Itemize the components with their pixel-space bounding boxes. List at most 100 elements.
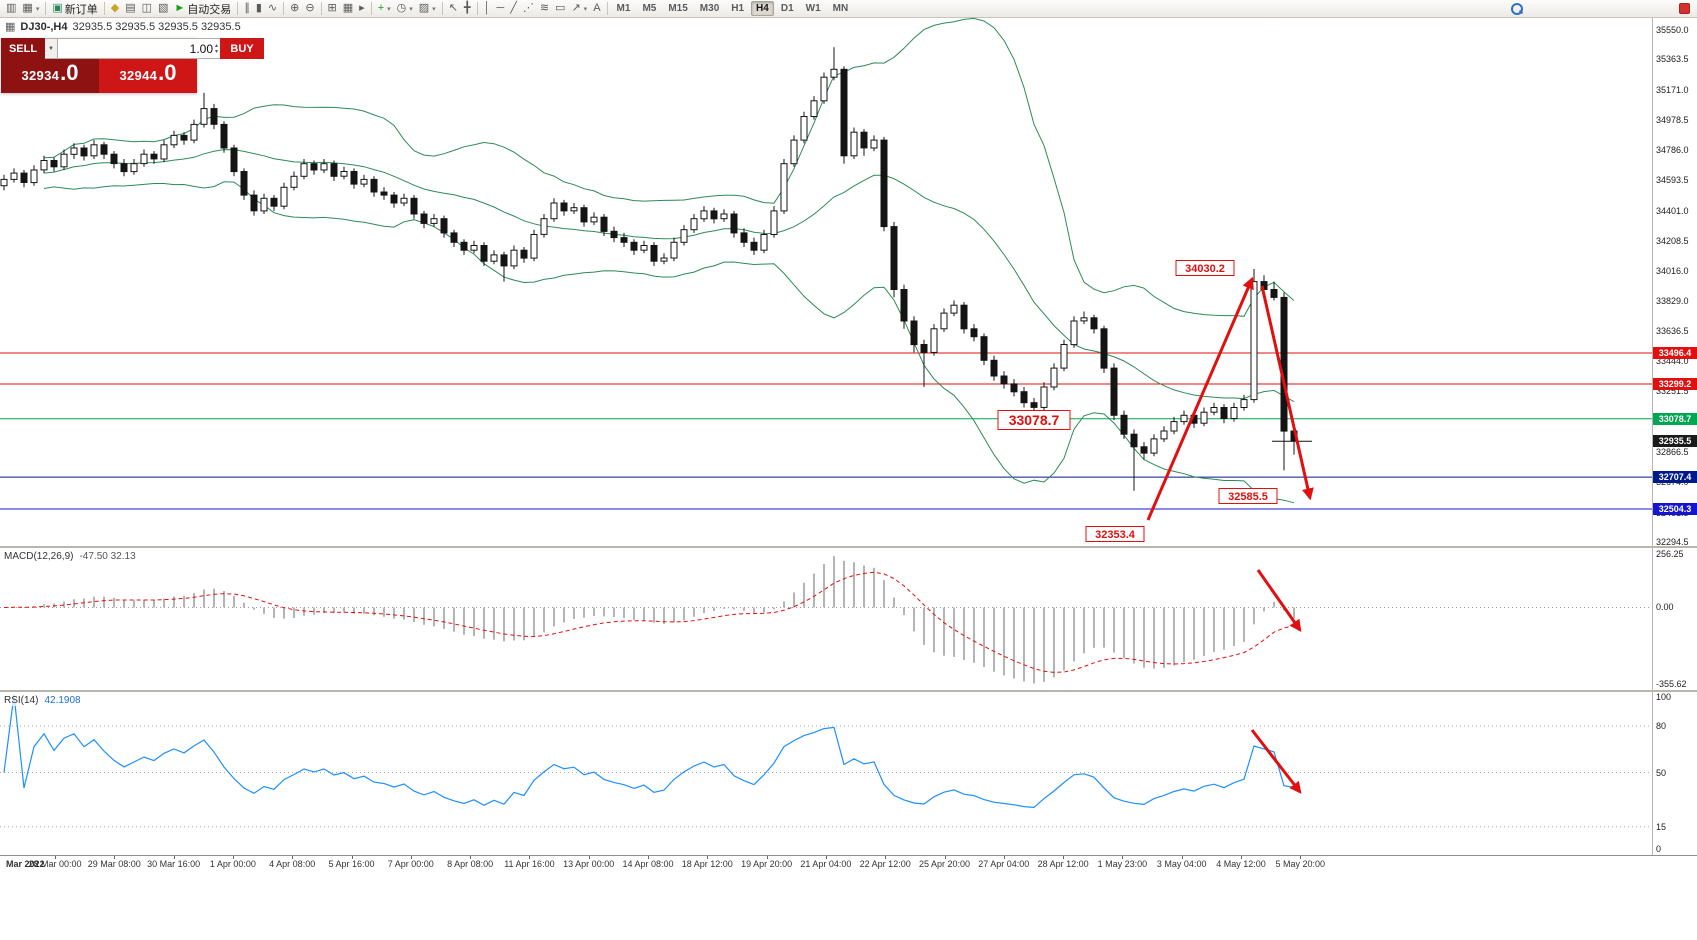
add-indicator-icon-caret[interactable]: ▾ (387, 5, 391, 13)
price-scale-divider (1652, 18, 1653, 855)
time-tick (1181, 856, 1183, 859)
price-tag-33496.4: 33496.4 (1653, 347, 1697, 359)
macd-name: MACD(12,26,9) (4, 551, 74, 562)
price-scale-label: 33636.5 (1656, 326, 1689, 336)
toolbar-separator (476, 2, 478, 15)
volume-input[interactable] (58, 41, 213, 56)
new-order-button[interactable]: ▣ 新订单 (49, 1, 100, 17)
arrows-tool-icon-caret[interactable]: ▾ (583, 5, 588, 13)
time-axis-label: 27 Apr 04:00 (978, 859, 1030, 869)
sell-price-main: 32934 (21, 68, 60, 83)
cursor-icon[interactable]: ↖ (446, 1, 461, 17)
templates-icon[interactable]: ▨ ▾ (416, 1, 439, 17)
line-chart-icon[interactable]: ∿ (265, 1, 280, 17)
timeframe-m15[interactable]: M15 (668, 3, 688, 14)
channel-icon[interactable]: ⋰ (520, 1, 537, 17)
terminal-icon[interactable]: ▧ (155, 1, 171, 17)
fibonacci-icon[interactable]: ≋ (537, 1, 552, 17)
trend-arrow[interactable] (1250, 729, 1302, 794)
market-watch-icon[interactable]: ▤ (122, 1, 138, 17)
mql-wizard-icon-glyph: ◆ (110, 2, 120, 14)
price-annotation[interactable]: 33078.7 (997, 410, 1071, 430)
chart-profiles-icon-caret[interactable]: ▾ (35, 5, 40, 13)
text-icon[interactable]: A (590, 1, 603, 17)
timeframe-m30[interactable]: M30 (699, 3, 720, 14)
sell-price-display[interactable]: 32934.0 (1, 59, 99, 93)
time-axis-label: 13 Apr 00:00 (563, 859, 615, 869)
panel-divider[interactable] (0, 690, 1697, 692)
periods-icon-caret[interactable]: ▾ (409, 5, 413, 13)
price-annotation[interactable]: 32353.4 (1085, 526, 1145, 542)
autotrade-button-label: 自动交易 (187, 3, 232, 16)
timeframe-m5[interactable]: M5 (642, 3, 657, 14)
rsi-scale[interactable]: 100 80 50 15 0 (1653, 692, 1697, 855)
periods-icon[interactable]: ◷ ▾ (394, 1, 416, 17)
arrows-tool-icon[interactable]: ↗ ▾ (568, 1, 590, 17)
sell-button[interactable]: SELL (1, 38, 45, 59)
vertical-line-icon[interactable]: │ (481, 1, 494, 17)
search-icon[interactable] (1511, 2, 1523, 15)
zoom-out-icon[interactable]: ⊖ (302, 1, 317, 17)
fibonacci-icon-glyph: ≋ (539, 2, 550, 14)
rsi-indicator-panel[interactable] (0, 692, 1652, 855)
time-axis-label: 28 Mar 00:00 (28, 859, 82, 869)
chart-shift-icon[interactable]: ▸ (356, 1, 368, 17)
ohlc-values: 32935.5 32935.5 32935.5 32935.5 (72, 21, 241, 33)
price-scale-label: 34786.0 (1656, 145, 1689, 155)
time-tick (529, 856, 531, 859)
time-axis-label: 1 May 23:00 (1097, 859, 1148, 869)
timeframe-m1[interactable]: M1 (616, 3, 631, 14)
timeframe-h1[interactable]: H1 (731, 3, 745, 14)
time-axis-label: 4 Apr 08:00 (269, 859, 316, 869)
tile-windows-icon[interactable]: ⊞ (325, 1, 340, 17)
trend-arrow[interactable] (1260, 285, 1314, 501)
horizontal-line-icon[interactable]: ─ (493, 1, 507, 17)
price-annotation[interactable]: 32585.5 (1218, 488, 1278, 504)
autotrade-button[interactable]: ► 自动交易 (171, 1, 234, 17)
time-axis-label: 8 Apr 08:00 (447, 859, 494, 869)
timeframe-d1[interactable]: D1 (780, 3, 794, 14)
one-click-options-caret[interactable]: ▼ (45, 38, 58, 59)
volume-up-icon[interactable]: ▴ (215, 42, 219, 49)
time-axis-label: 21 Apr 04:00 (800, 859, 852, 869)
timeframe-mn[interactable]: MN (832, 3, 849, 14)
time-axis-label: 5 May 20:00 (1275, 859, 1326, 869)
volume-stepper[interactable]: ▴ ▾ (213, 43, 220, 55)
buy-button[interactable]: BUY (220, 38, 265, 59)
mql-wizard-icon[interactable]: ◆ (108, 1, 122, 17)
notifications-icon[interactable] (1679, 3, 1690, 14)
price-scale-label: 33251.5 (1656, 386, 1689, 396)
price-scale-label: 32866.5 (1656, 447, 1689, 457)
trendline-icon[interactable]: ╱ (507, 1, 520, 17)
data-window-icon[interactable]: ◫ (139, 1, 155, 17)
volume-down-icon[interactable]: ▾ (215, 48, 219, 55)
macd-indicator-panel[interactable] (0, 548, 1652, 690)
macd-scale[interactable]: 256.25 0.00 -355.62 (1653, 548, 1697, 690)
time-axis[interactable]: Mar 2022 28 Mar 00:00 29 Mar 08:00 30 Mar 1… (0, 855, 1697, 873)
bollinger-upper-band (43, 18, 1295, 317)
volume-field: ▴ ▾ (58, 38, 221, 59)
auto-arrange-icon[interactable]: ▦ (340, 1, 356, 17)
buy-price-display[interactable]: 32944.0 (99, 59, 197, 93)
price-scale[interactable]: 35550.0 35363.5 35171.0 34978.5 34786.0 34593… (1653, 18, 1697, 547)
bar-chart-icon[interactable]: ∥ (241, 1, 253, 17)
price-chart[interactable]: 34030.2 33078.7 32585.5 32353.4 (0, 18, 1652, 546)
tile-windows-icon-glyph: ⊞ (327, 2, 337, 14)
shapes-icon[interactable]: ▭ (552, 1, 568, 17)
zoom-in-icon[interactable]: ⊕ (287, 1, 302, 17)
trend-arrow[interactable] (1146, 276, 1254, 521)
trend-arrow[interactable] (1256, 569, 1302, 632)
timeframe-w1[interactable]: W1 (805, 3, 821, 14)
add-indicator-icon[interactable]: + ▾ (375, 1, 394, 17)
chart-profiles-icon[interactable]: ▦ ▾ (19, 1, 42, 17)
time-tick (648, 856, 649, 859)
price-scale-label: 34401.0 (1656, 206, 1689, 216)
toolbar-separator (606, 2, 608, 15)
templates-icon-caret[interactable]: ▾ (432, 5, 436, 13)
price-annotation[interactable]: 34030.2 (1175, 260, 1235, 276)
panel-divider[interactable] (0, 546, 1697, 548)
crosshair-icon[interactable]: ╋ (461, 1, 474, 17)
candlestick-chart-icon[interactable]: ▮ (253, 1, 265, 17)
timeframe-h4[interactable]: H4 (751, 1, 774, 16)
new-chart-icon[interactable]: ▥ (3, 1, 19, 17)
